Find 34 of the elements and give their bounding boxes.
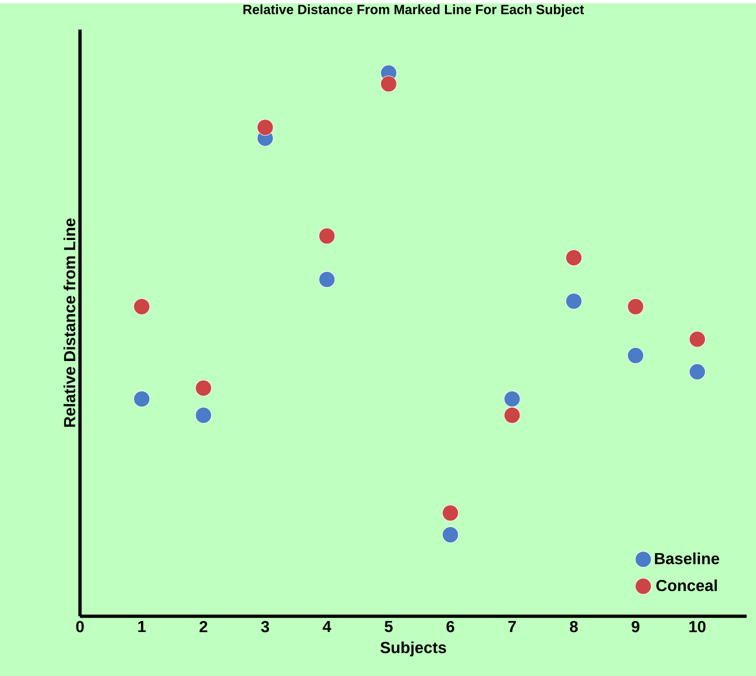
point — [627, 347, 644, 364]
y-axis-title: Relative Distance from Line — [64, 218, 76, 427]
point — [442, 504, 459, 522]
x-tick-label: 6 — [446, 620, 454, 632]
point — [195, 406, 212, 424]
point — [318, 271, 336, 288]
point — [566, 292, 582, 310]
x-tick-label: 0 — [76, 620, 84, 632]
point — [504, 390, 520, 408]
point — [504, 406, 520, 424]
point — [689, 363, 706, 380]
legend-label: Baseline — [654, 552, 720, 564]
x-tick-label: 3 — [261, 620, 270, 632]
point — [256, 118, 274, 136]
x-tick-label: 5 — [384, 620, 393, 632]
legend-label: Conceal — [656, 579, 717, 592]
point — [133, 390, 150, 408]
point — [318, 228, 336, 244]
x-tick-label: 1 — [138, 620, 146, 632]
x-axis-title: Subjects — [380, 641, 446, 656]
x-tick-label: 10 — [689, 620, 706, 632]
point — [689, 330, 706, 348]
x-tick-label: 8 — [570, 620, 578, 632]
x-tick-label: 7 — [508, 620, 516, 632]
point — [380, 76, 397, 92]
point — [566, 249, 582, 266]
x-tick-label: 9 — [632, 620, 640, 632]
point — [627, 298, 644, 315]
x-tick-label: 2 — [200, 620, 208, 632]
x-tick-label: 4 — [322, 620, 332, 632]
point — [195, 380, 212, 396]
point — [442, 526, 459, 543]
point — [133, 298, 150, 315]
chart-title: Relative Distance From Marked Line For Each Subject — [243, 4, 584, 17]
